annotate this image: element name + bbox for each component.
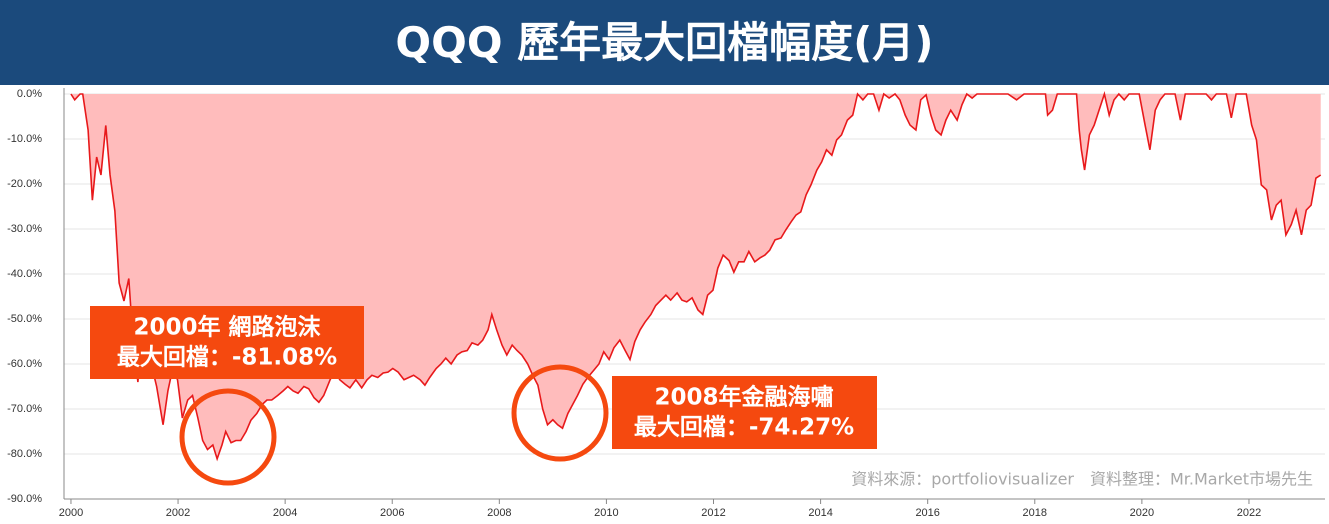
annotation-text: 2008年金融海嘯 bbox=[654, 384, 833, 411]
annotation-text: 2000年 網路泡沫 bbox=[133, 314, 321, 341]
plot bbox=[70, 91, 1322, 462]
x-tick-label: 2010 bbox=[594, 507, 618, 519]
y-tick-label: -20.0% bbox=[7, 178, 42, 190]
annotation-text: 最大回檔：-81.08% bbox=[117, 345, 337, 371]
x-tick-label: 2004 bbox=[273, 507, 297, 519]
highlight-circle bbox=[511, 364, 609, 462]
annotation-box bbox=[612, 376, 877, 449]
y-tick-label: -90.0% bbox=[7, 493, 42, 505]
y-tick-label: -50.0% bbox=[7, 313, 42, 325]
x-tick-label: 2000 bbox=[59, 507, 83, 519]
annotation-box bbox=[90, 306, 364, 379]
tick-labels: 0.0% -10.0% -20.0% -30.0% -40.0% -50.0% -60.0%… bbox=[7, 88, 1261, 519]
source-note: 資料來源：portfoliovisualizer 資料整理：Mr.Market市… bbox=[851, 470, 1313, 489]
y-tick-label: -70.0% bbox=[7, 403, 42, 415]
x-tick-label: 2022 bbox=[1237, 507, 1261, 519]
x-tick-label: 2018 bbox=[1023, 507, 1047, 519]
area bbox=[70, 94, 1321, 459]
y-tick-label: -60.0% bbox=[7, 358, 42, 370]
chart-title: QQQ 歷年最大回檔幅度(月) bbox=[0, 0, 1329, 85]
x-tick-label: 2002 bbox=[166, 507, 190, 519]
x-tick-label: 2008 bbox=[487, 507, 511, 519]
line bbox=[70, 91, 1322, 462]
highlight-circle bbox=[179, 388, 277, 486]
y-tick-label: -80.0% bbox=[7, 448, 42, 460]
x-tick-label: 2012 bbox=[701, 507, 725, 519]
x-tick-label: 2014 bbox=[808, 507, 832, 519]
y-tick-label: -40.0% bbox=[7, 268, 42, 280]
y-tick-label: -30.0% bbox=[7, 223, 42, 235]
x-tick-label: 2020 bbox=[1130, 507, 1154, 519]
annotation-text: 最大回檔：-74.27% bbox=[634, 415, 854, 441]
y-tick-label: -10.0% bbox=[7, 133, 42, 145]
x-tick-label: 2006 bbox=[380, 507, 404, 519]
y-tick-label: 0.0% bbox=[17, 88, 42, 100]
x-tick-label: 2016 bbox=[915, 507, 939, 519]
